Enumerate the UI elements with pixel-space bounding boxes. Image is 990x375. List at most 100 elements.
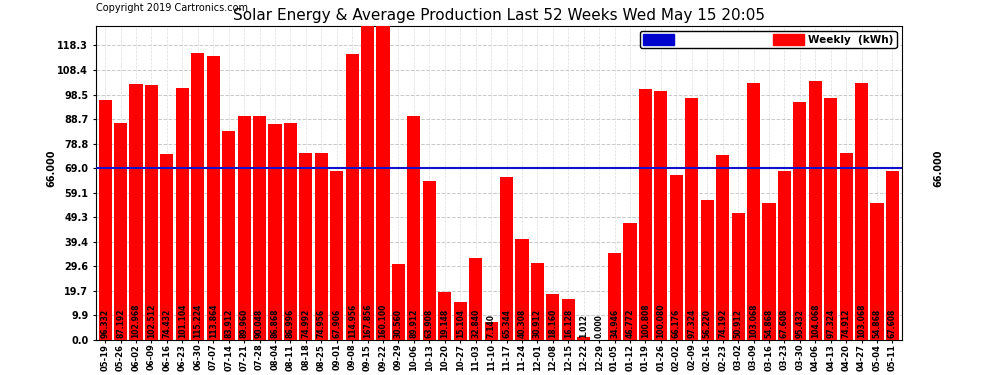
Text: 54.868: 54.868 bbox=[872, 309, 881, 338]
Bar bbox=[207, 57, 220, 339]
Bar bbox=[747, 83, 760, 339]
Text: 7.140: 7.140 bbox=[487, 314, 496, 338]
Bar bbox=[346, 54, 358, 339]
Bar bbox=[361, 0, 374, 339]
Bar bbox=[453, 302, 467, 339]
Bar bbox=[624, 223, 637, 339]
Text: 74.956: 74.956 bbox=[317, 309, 326, 338]
Text: Copyright 2019 Cartronics.com: Copyright 2019 Cartronics.com bbox=[96, 3, 248, 13]
Bar bbox=[762, 203, 775, 339]
Bar bbox=[160, 154, 173, 339]
Text: 30.560: 30.560 bbox=[394, 309, 403, 338]
Text: 40.308: 40.308 bbox=[518, 309, 527, 338]
Bar bbox=[716, 155, 730, 339]
Title: Solar Energy & Average Production Last 52 Weeks Wed May 15 20:05: Solar Energy & Average Production Last 5… bbox=[233, 8, 765, 23]
Text: 90.048: 90.048 bbox=[255, 309, 264, 338]
Text: 16.128: 16.128 bbox=[564, 309, 573, 338]
Bar bbox=[793, 102, 807, 339]
Text: 56.220: 56.220 bbox=[703, 309, 712, 338]
Bar bbox=[732, 213, 744, 339]
Legend: Average  (kWh), Weekly  (kWh): Average (kWh), Weekly (kWh) bbox=[640, 31, 897, 48]
Text: 19.148: 19.148 bbox=[441, 309, 449, 338]
Bar bbox=[130, 84, 143, 339]
Bar bbox=[284, 123, 297, 339]
Text: 96.332: 96.332 bbox=[101, 309, 110, 338]
Text: 102.512: 102.512 bbox=[147, 304, 156, 338]
Text: 18.160: 18.160 bbox=[548, 309, 557, 338]
Bar bbox=[299, 153, 313, 339]
Text: 66.176: 66.176 bbox=[672, 309, 681, 338]
Bar bbox=[840, 153, 852, 339]
Text: 100.080: 100.080 bbox=[656, 304, 665, 338]
Bar bbox=[331, 171, 344, 339]
Bar bbox=[238, 116, 250, 339]
Bar bbox=[577, 337, 590, 339]
Text: 97.324: 97.324 bbox=[827, 309, 836, 338]
Text: 74.432: 74.432 bbox=[162, 309, 171, 338]
Bar bbox=[222, 131, 236, 339]
Text: 87.192: 87.192 bbox=[116, 309, 125, 338]
Bar bbox=[268, 123, 281, 339]
Bar bbox=[546, 294, 559, 339]
Text: 74.992: 74.992 bbox=[301, 309, 311, 338]
Text: 30.912: 30.912 bbox=[533, 309, 542, 338]
Text: 86.996: 86.996 bbox=[286, 309, 295, 338]
Bar bbox=[469, 258, 482, 339]
Bar bbox=[176, 88, 189, 339]
Bar bbox=[99, 100, 112, 339]
Bar bbox=[114, 123, 127, 339]
Text: 113.864: 113.864 bbox=[209, 304, 218, 338]
Text: 65.344: 65.344 bbox=[502, 309, 511, 338]
Text: 74.912: 74.912 bbox=[842, 309, 850, 338]
Bar bbox=[685, 98, 698, 339]
Text: 34.946: 34.946 bbox=[610, 309, 619, 338]
Text: 89.912: 89.912 bbox=[410, 309, 419, 338]
Text: 102.968: 102.968 bbox=[132, 304, 141, 338]
Bar bbox=[654, 91, 667, 339]
Bar bbox=[376, 0, 390, 339]
Bar bbox=[809, 81, 822, 339]
Text: 160.100: 160.100 bbox=[378, 304, 387, 338]
Bar bbox=[701, 200, 714, 339]
Text: 89.960: 89.960 bbox=[240, 309, 248, 338]
Text: 103.068: 103.068 bbox=[749, 304, 758, 338]
Text: 101.104: 101.104 bbox=[178, 304, 187, 338]
Bar bbox=[484, 322, 498, 339]
Text: 103.068: 103.068 bbox=[857, 304, 866, 338]
Text: 114.956: 114.956 bbox=[347, 304, 356, 338]
Bar bbox=[315, 153, 328, 339]
Bar bbox=[423, 181, 436, 339]
Bar bbox=[500, 177, 513, 339]
Bar bbox=[608, 253, 621, 339]
Bar bbox=[561, 300, 575, 339]
Text: 100.808: 100.808 bbox=[641, 304, 650, 338]
Text: 167.856: 167.856 bbox=[363, 304, 372, 338]
Bar bbox=[639, 89, 652, 339]
Text: 86.868: 86.868 bbox=[270, 309, 279, 338]
Text: 115.224: 115.224 bbox=[193, 304, 202, 338]
Bar bbox=[145, 85, 158, 339]
Text: 66.000: 66.000 bbox=[933, 149, 943, 187]
Text: 74.192: 74.192 bbox=[718, 309, 728, 338]
Text: 54.868: 54.868 bbox=[764, 309, 773, 338]
Text: 83.912: 83.912 bbox=[224, 309, 234, 338]
Bar bbox=[253, 116, 266, 339]
Bar bbox=[886, 171, 899, 339]
Text: 67.608: 67.608 bbox=[888, 309, 897, 338]
Text: 46.772: 46.772 bbox=[626, 309, 635, 338]
Bar bbox=[825, 98, 838, 339]
Text: 50.912: 50.912 bbox=[734, 309, 742, 338]
Text: 67.608: 67.608 bbox=[780, 309, 789, 338]
Text: 104.068: 104.068 bbox=[811, 304, 820, 338]
Bar bbox=[439, 292, 451, 339]
Bar bbox=[778, 171, 791, 339]
Text: 15.104: 15.104 bbox=[455, 309, 464, 338]
Text: 32.840: 32.840 bbox=[471, 309, 480, 338]
Text: 0.000: 0.000 bbox=[595, 314, 604, 338]
Bar bbox=[407, 116, 421, 339]
Text: 95.432: 95.432 bbox=[795, 309, 804, 338]
Bar bbox=[191, 53, 204, 339]
Bar bbox=[516, 239, 529, 339]
Text: 67.906: 67.906 bbox=[333, 309, 342, 338]
Text: 97.324: 97.324 bbox=[687, 309, 696, 338]
